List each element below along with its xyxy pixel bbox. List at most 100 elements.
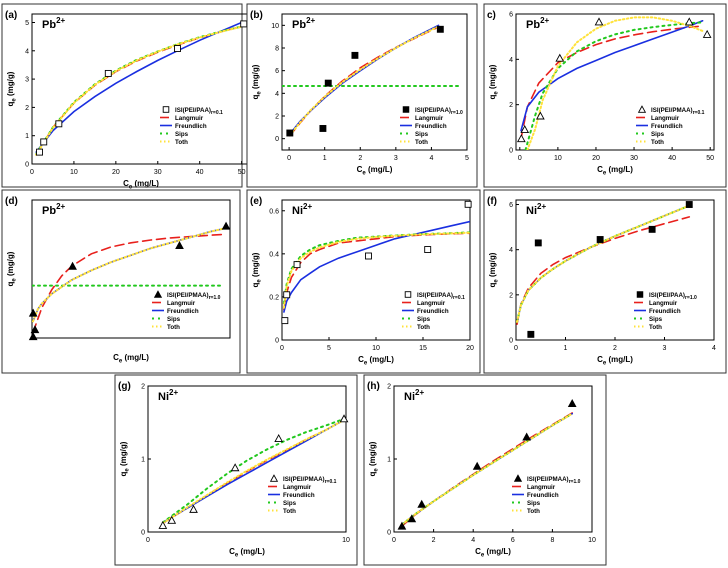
x-axis-label: Ce (mg/L) bbox=[358, 355, 394, 366]
legend-marker bbox=[402, 106, 410, 113]
data-points bbox=[516, 17, 712, 143]
x-tick-label: 40 bbox=[196, 169, 204, 176]
data-points bbox=[397, 398, 577, 530]
fit-curves bbox=[400, 412, 574, 527]
panel-label: (f) bbox=[487, 196, 497, 207]
ion-label: Ni2+ bbox=[404, 388, 424, 403]
x-axis-label: Ce (mg/L) bbox=[357, 165, 393, 176]
data-point bbox=[286, 129, 294, 137]
series-toth bbox=[35, 25, 243, 156]
y-axis-label: qe (mg/g) bbox=[251, 64, 262, 99]
y-tick-label: 0 bbox=[509, 338, 513, 345]
data-point bbox=[351, 51, 359, 59]
x-tick-label: 6 bbox=[511, 537, 515, 544]
legend-label: ISI(PEI/PAA)r=1.0 bbox=[415, 107, 463, 116]
fit-curves bbox=[282, 24, 461, 137]
legend-label: Toth bbox=[167, 324, 180, 331]
x-tick-label: 0 bbox=[514, 345, 518, 352]
panel-f: 0 1 2 3 4 0 2 4 6 Ce (mg/L) qe (mg/g) (f) Ni2+ ISI(PE… bbox=[483, 189, 727, 374]
data-point bbox=[167, 515, 177, 524]
legend-label: Toth bbox=[649, 324, 662, 331]
legend: ISI(PEI/PMAA)r=1.0LangmuirFreundlichSips… bbox=[512, 474, 581, 515]
panel-e: 0 5 10 15 20 0 0.2 0.4 0.6 Ce (mg/L) qe (mg/g) (e) N… bbox=[246, 189, 481, 374]
y-tick-label: 4 bbox=[25, 48, 29, 55]
legend-label: Freundlich bbox=[283, 492, 315, 499]
x-tick-label: 0 bbox=[146, 537, 150, 544]
x-axis-label: Ce (mg/L) bbox=[475, 547, 511, 558]
y-tick-label: 3 bbox=[25, 77, 29, 84]
legend-label: ISI(PEI/PMAA)r=0.1 bbox=[651, 107, 705, 116]
data-point bbox=[28, 308, 38, 317]
panel-a: 0 10 20 30 40 50 0 1 2 3 4 5 Ce (mg/L) qe (mg/g) (a) Pb… bbox=[1, 3, 251, 190]
x-tick-label: 2 bbox=[613, 345, 617, 352]
x-axis-label: Ce (mg/L) bbox=[597, 165, 633, 176]
y-tick-label: 0.6 bbox=[269, 208, 279, 215]
fit-curves bbox=[35, 21, 243, 156]
data-point bbox=[274, 434, 284, 443]
y-tick-label: 2 bbox=[509, 102, 513, 109]
legend-label: Freundlich bbox=[417, 308, 449, 315]
x-tick-label: 1 bbox=[564, 345, 568, 352]
data-points bbox=[158, 414, 349, 529]
legend-marker bbox=[162, 106, 170, 113]
series-freundlich bbox=[520, 20, 704, 132]
series-freundlich bbox=[283, 220, 470, 313]
data-point bbox=[527, 330, 535, 338]
y-axis-label: qe (mg/g) bbox=[6, 251, 17, 286]
series-toth bbox=[288, 25, 440, 137]
y-tick-label: 4 bbox=[275, 91, 279, 98]
legend-marker bbox=[637, 105, 647, 113]
y-tick-label: 1 bbox=[141, 457, 145, 464]
legend-label: ISI(PEI/PAA)r=1.0 bbox=[649, 292, 697, 301]
x-tick-label: 40 bbox=[668, 155, 676, 162]
panel-label: (b) bbox=[250, 10, 263, 21]
y-axis-label: qe (mg/g) bbox=[368, 441, 379, 476]
data-point bbox=[189, 504, 198, 513]
data-point bbox=[293, 261, 301, 269]
legend-label: Toth bbox=[175, 139, 188, 146]
x-tick-label: 3 bbox=[663, 345, 667, 352]
legend-label: Langmuir bbox=[415, 115, 444, 122]
legend-label: Toth bbox=[283, 508, 296, 515]
legend-label: Sips bbox=[283, 500, 297, 507]
legend-label: Toth bbox=[415, 139, 428, 146]
y-tick-label: 1 bbox=[25, 133, 29, 140]
series-toth bbox=[526, 16, 704, 150]
data-point bbox=[516, 134, 526, 143]
data-points bbox=[281, 200, 472, 325]
legend-label: Sips bbox=[167, 316, 181, 323]
panel-h: 0 2 4 6 8 10 0 1 2 Ce (mg/L) qe (mg/g) (h) Ni2+ ISI(P… bbox=[363, 374, 607, 566]
data-point bbox=[28, 332, 38, 341]
y-tick-label: 0 bbox=[25, 162, 29, 169]
data-point bbox=[240, 20, 248, 28]
data-point bbox=[567, 398, 577, 407]
y-axis-label: qe (mg/g) bbox=[251, 252, 262, 287]
legend-label: Langmuir bbox=[527, 484, 556, 491]
series-toth bbox=[400, 412, 574, 526]
plot-area bbox=[31, 199, 231, 339]
y-tick-label: 0 bbox=[275, 136, 279, 143]
ion-label: Ni2+ bbox=[292, 202, 312, 217]
legend-label: Freundlich bbox=[527, 492, 559, 499]
panel-frame bbox=[1, 3, 243, 188]
data-points bbox=[28, 221, 231, 341]
legend-label: Langmuir bbox=[283, 484, 312, 491]
data-point bbox=[68, 261, 77, 270]
ion-label: Pb2+ bbox=[42, 202, 66, 217]
x-tick-label: 10 bbox=[342, 537, 350, 544]
data-point bbox=[281, 317, 289, 325]
x-tick-label: 0 bbox=[30, 169, 34, 176]
legend-label: Sips bbox=[175, 131, 189, 138]
data-point bbox=[417, 499, 427, 508]
y-tick-label: 0 bbox=[141, 530, 145, 537]
legend-label: Langmuir bbox=[167, 300, 196, 307]
legend: ISI(PEI/PAA)r=1.0LangmuirFreundlichSipsT… bbox=[634, 291, 697, 331]
data-point bbox=[221, 221, 231, 230]
data-point bbox=[55, 120, 63, 128]
data-point bbox=[685, 201, 693, 208]
x-tick-label: 30 bbox=[154, 169, 162, 176]
panel-c: 0 10 20 30 40 50 0 2 4 6 Ce (mg/L) qe (mg/g) c) Pb2+ I… bbox=[483, 3, 727, 188]
x-tick-label: 20 bbox=[112, 169, 120, 176]
x-tick-label: 4 bbox=[471, 537, 475, 544]
